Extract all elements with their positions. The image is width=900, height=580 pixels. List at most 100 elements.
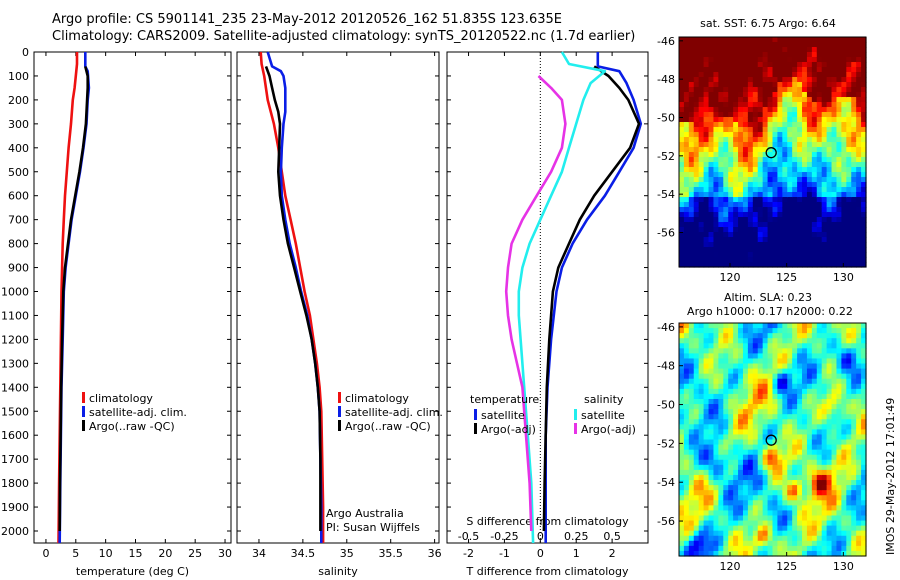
heatmap-cell — [851, 429, 857, 436]
heatmap-cell — [806, 409, 813, 415]
heatmap-cell — [861, 37, 867, 43]
heatmap-cell — [772, 520, 779, 527]
heatmap-cell — [826, 454, 833, 461]
heatmap-cell — [733, 328, 739, 334]
heatmap-cell — [713, 480, 719, 486]
heatmap-cell — [841, 363, 847, 370]
heatmap-cell — [821, 97, 828, 103]
heatmap-cell — [693, 82, 700, 88]
heatmap-cell — [851, 449, 857, 456]
heatmap-cell — [792, 409, 798, 415]
heatmap-cell — [708, 192, 715, 198]
heatmap-cell — [698, 207, 705, 213]
heatmap-cell — [723, 550, 729, 557]
heatmap-cell — [792, 122, 798, 128]
heatmap-cell — [772, 202, 779, 208]
heatmap-cell — [806, 87, 813, 93]
heatmap-cell — [713, 449, 719, 456]
y-tick-label: 1700 — [1, 453, 29, 466]
heatmap-cell — [738, 550, 744, 557]
heatmap-cell — [806, 122, 813, 128]
heatmap-cell — [708, 333, 715, 339]
heatmap-cell — [703, 409, 710, 415]
heatmap-cell — [683, 424, 690, 430]
heatmap-cell — [762, 368, 769, 375]
heatmap-cell — [821, 373, 828, 380]
heatmap-cell — [713, 92, 719, 98]
heatmap-cell — [757, 77, 764, 83]
heatmap-cell — [757, 439, 764, 446]
heatmap-cell — [841, 454, 847, 461]
heatmap-cell — [777, 222, 783, 228]
heatmap-cell — [777, 520, 783, 527]
heatmap-cell — [757, 353, 764, 360]
y-tick-label: -50 — [657, 399, 675, 412]
heatmap-cell — [767, 142, 774, 148]
heatmap-cell — [851, 97, 857, 103]
heatmap-cell — [742, 257, 749, 263]
heatmap-cell — [811, 545, 818, 552]
heatmap-cell — [742, 414, 749, 420]
heatmap-cell — [846, 388, 852, 395]
heatmap-cell — [856, 92, 862, 98]
heatmap-cell — [861, 112, 867, 118]
heatmap-cell — [723, 398, 729, 405]
heatmap-cell — [777, 57, 783, 63]
y-tick-label: 1800 — [1, 477, 29, 490]
heatmap-cell — [811, 540, 818, 547]
x-axis-label-top: S difference from climatology — [466, 515, 629, 528]
heatmap-cell — [703, 464, 710, 471]
heatmap-cell — [703, 480, 710, 486]
heatmap-cell — [811, 348, 818, 354]
heatmap-cell — [733, 378, 739, 385]
heatmap-cell — [738, 525, 744, 532]
heatmap-cell — [713, 222, 719, 228]
heatmap-cell — [787, 358, 793, 365]
heatmap-cell — [816, 237, 823, 243]
heatmap-cell — [861, 490, 867, 496]
heatmap-cell — [831, 87, 838, 93]
heatmap-cell — [679, 177, 685, 183]
y-tick-label: 1600 — [1, 429, 29, 442]
heatmap-cell — [797, 439, 803, 446]
heatmap-cell — [821, 207, 828, 213]
heatmap-cell — [856, 373, 862, 380]
heatmap-cell — [826, 373, 833, 380]
heatmap-cell — [733, 388, 739, 395]
heatmap-cell — [802, 202, 808, 208]
heatmap-cell — [679, 495, 685, 501]
heatmap-cell — [851, 398, 857, 405]
heatmap-cell — [728, 112, 734, 118]
heatmap-cell — [757, 424, 764, 430]
heatmap-cell — [723, 57, 729, 63]
heatmap-cell — [846, 525, 852, 532]
heatmap-cell — [811, 520, 818, 527]
heatmap-cell — [811, 474, 818, 481]
heatmap-cell — [826, 424, 833, 430]
heatmap-cell — [698, 338, 705, 344]
heatmap-cell — [708, 535, 715, 542]
heatmap-cell — [738, 469, 744, 476]
heatmap-cell — [742, 505, 749, 512]
heatmap-cell — [718, 212, 724, 218]
heatmap-cell — [762, 157, 769, 163]
heatmap-cell — [718, 363, 724, 370]
heatmap-cell — [777, 162, 783, 168]
heatmap-cell — [713, 207, 719, 213]
heatmap-cell — [806, 187, 813, 193]
heatmap-cell — [782, 237, 788, 243]
heatmap-cell — [836, 177, 842, 183]
heatmap-cell — [688, 77, 695, 83]
heatmap-cell — [841, 368, 847, 375]
heatmap-cell — [767, 490, 774, 496]
heatmap-cell — [679, 404, 685, 410]
heatmap-cell — [792, 172, 798, 178]
heatmap-cell — [826, 505, 833, 512]
heatmap-cell — [767, 525, 774, 532]
heatmap-cell — [861, 242, 867, 248]
heatmap-cell — [683, 540, 690, 547]
heatmap-cell — [698, 67, 705, 73]
heatmap-cell — [698, 262, 705, 268]
heatmap-cell — [792, 388, 798, 395]
heatmap-cell — [679, 429, 685, 436]
